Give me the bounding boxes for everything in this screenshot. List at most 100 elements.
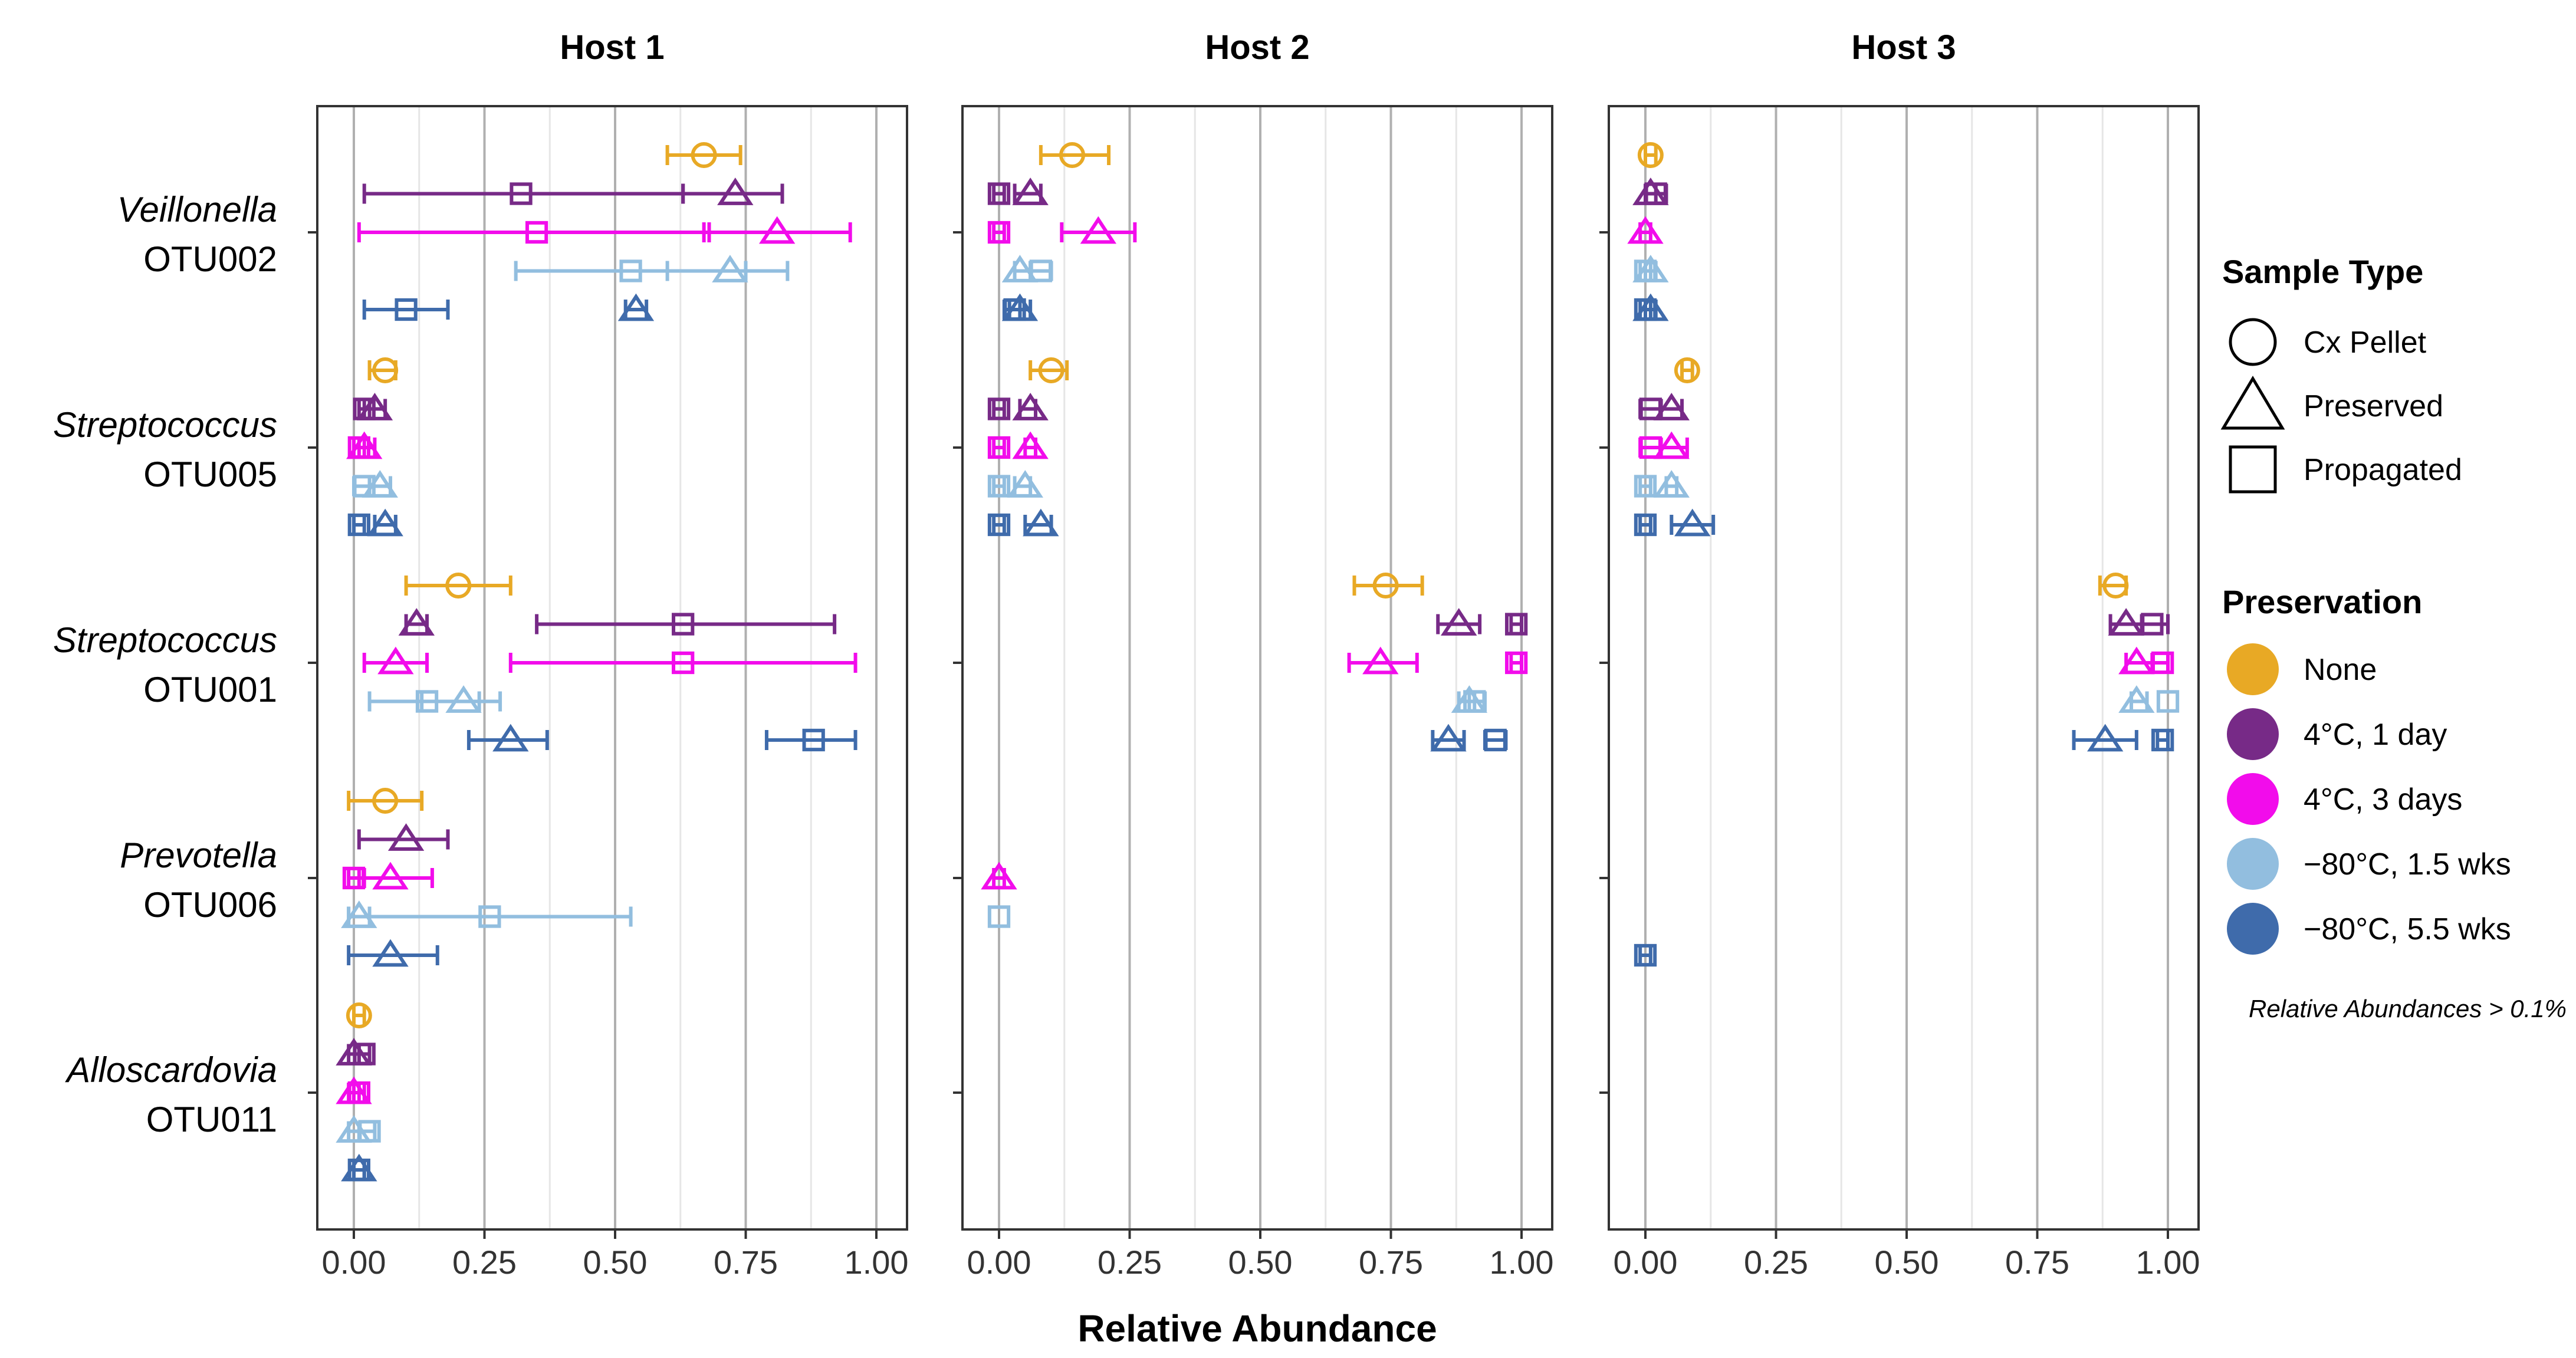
- taxon-otu-label: OTU005: [143, 455, 277, 494]
- data-marker-propagated: [672, 651, 695, 675]
- data-point-group: [367, 508, 403, 537]
- data-point-group: [1632, 293, 1669, 321]
- color-legend-label: None: [2304, 653, 2377, 687]
- legend: Sample Type Cx Pellet Preserved Propagated P…: [2220, 253, 2567, 1022]
- data-point-group: [1634, 943, 1657, 967]
- data-marker-propagated: [1504, 651, 1528, 675]
- x-tick-label: 0.75: [714, 1244, 778, 1281]
- data-marker-preserved: [1001, 293, 1039, 321]
- data-marker-preserved: [362, 470, 398, 498]
- data-marker-pellet: [1674, 357, 1700, 383]
- data-marker-preserved: [1632, 255, 1669, 282]
- taxon-name-label: Streptococcus: [53, 405, 277, 445]
- data-marker-propagated: [987, 513, 1011, 537]
- x-tick-label: 1.00: [2136, 1244, 2200, 1281]
- data-point-group: [987, 436, 1011, 459]
- data-point-group: [367, 357, 399, 383]
- data-marker-propagated: [1029, 259, 1053, 282]
- data-marker-pellet: [1038, 357, 1064, 383]
- data-marker-propagated: [1504, 613, 1528, 636]
- x-tick-label: 0.00: [322, 1244, 386, 1281]
- data-marker-propagated: [2156, 690, 2180, 713]
- data-point-group: [357, 1120, 381, 1143]
- shape-legend-title: Sample Type: [2222, 253, 2423, 290]
- data-point-group: [398, 608, 435, 636]
- data-point-group: [702, 216, 852, 244]
- data-point-group: [356, 393, 393, 420]
- data-point-group: [362, 182, 685, 205]
- panel-title: Host 3: [1851, 28, 1956, 67]
- data-point-group: [1023, 508, 1059, 537]
- data-marker-preserved: [492, 724, 529, 752]
- data-marker-propagated: [987, 182, 1011, 205]
- data-marker-propagated: [1463, 690, 1486, 713]
- legend-color-swatch: [2227, 643, 2279, 695]
- data-point-group: [1029, 259, 1053, 282]
- data-marker-propagated: [987, 221, 1011, 244]
- data-marker-preserved: [2118, 646, 2155, 675]
- data-marker-propagated: [1484, 728, 1507, 752]
- data-point-group: [681, 177, 784, 205]
- data-marker-preserved: [1440, 608, 1477, 636]
- data-point-group: [1670, 508, 1716, 537]
- data-marker-propagated: [347, 1158, 371, 1182]
- data-point-group: [362, 646, 429, 675]
- data-point-group: [2098, 573, 2129, 599]
- data-marker-preserved: [356, 393, 393, 420]
- data-marker-preserved: [346, 431, 383, 459]
- data-marker-pellet: [1637, 142, 1664, 168]
- data-marker-propagated: [478, 905, 501, 928]
- panel-border: [961, 105, 1553, 1231]
- data-marker-pellet: [372, 788, 399, 814]
- data-marker-propagated: [353, 1043, 376, 1066]
- data-marker-preserved: [712, 255, 748, 282]
- data-marker-preserved: [377, 646, 414, 675]
- data-point-group: [987, 397, 1011, 420]
- data-marker-preserved: [2087, 724, 2124, 752]
- color-legend-item: −80°C, 1.5 wks: [2227, 838, 2511, 890]
- legend-color-swatch: [2227, 838, 2279, 890]
- data-marker-preserved: [1001, 255, 1039, 282]
- x-tick-label: 0.50: [1875, 1244, 1939, 1281]
- data-point-group: [404, 573, 512, 599]
- legend-color-swatch: [2227, 903, 2279, 955]
- data-marker-propagated: [672, 613, 695, 636]
- data-marker-pellet: [2102, 573, 2129, 599]
- data-point-group: [2140, 613, 2170, 636]
- x-tick-label: 0.00: [1614, 1244, 1678, 1281]
- data-point-group: [2150, 651, 2174, 675]
- legend-triangle-icon: [2220, 376, 2285, 430]
- data-marker-preserved: [1012, 431, 1049, 459]
- data-point-group: [1039, 142, 1111, 168]
- data-marker-pellet: [372, 357, 399, 383]
- x-tick-label: 0.75: [2005, 1244, 2069, 1281]
- data-point-group: [2072, 724, 2138, 752]
- shape-legend-label: Propagated: [2304, 453, 2462, 487]
- data-point-group: [347, 939, 439, 967]
- data-point-group: [357, 221, 711, 244]
- data-point-group: [1504, 613, 1528, 636]
- data-point-group: [346, 431, 383, 459]
- x-tick-label: 0.75: [1359, 1244, 1423, 1281]
- data-point-group: [617, 293, 655, 321]
- data-marker-preserved: [398, 608, 435, 636]
- data-marker-propagated: [358, 1120, 381, 1143]
- data-marker-propagated: [347, 513, 371, 537]
- data-point-group: [347, 1081, 371, 1104]
- data-marker-propagated: [1644, 182, 1667, 205]
- data-point-group: [1637, 142, 1664, 168]
- color-legend-label: 4°C, 3 days: [2304, 782, 2462, 817]
- shape-legend-label: Preserved: [2304, 389, 2443, 423]
- data-marker-pellet: [691, 142, 717, 168]
- data-point-group: [987, 513, 1011, 537]
- panel-title: Host 2: [1205, 28, 1309, 67]
- color-legend-title: Preservation: [2222, 583, 2422, 620]
- data-point-group: [665, 255, 790, 282]
- data-marker-preserved: [1023, 508, 1059, 537]
- data-point-group: [1653, 470, 1690, 498]
- data-marker-pellet: [346, 1002, 372, 1028]
- data-point-group: [987, 182, 1011, 205]
- x-tick-label: 0.25: [1098, 1244, 1162, 1281]
- data-marker-preserved: [1012, 393, 1049, 420]
